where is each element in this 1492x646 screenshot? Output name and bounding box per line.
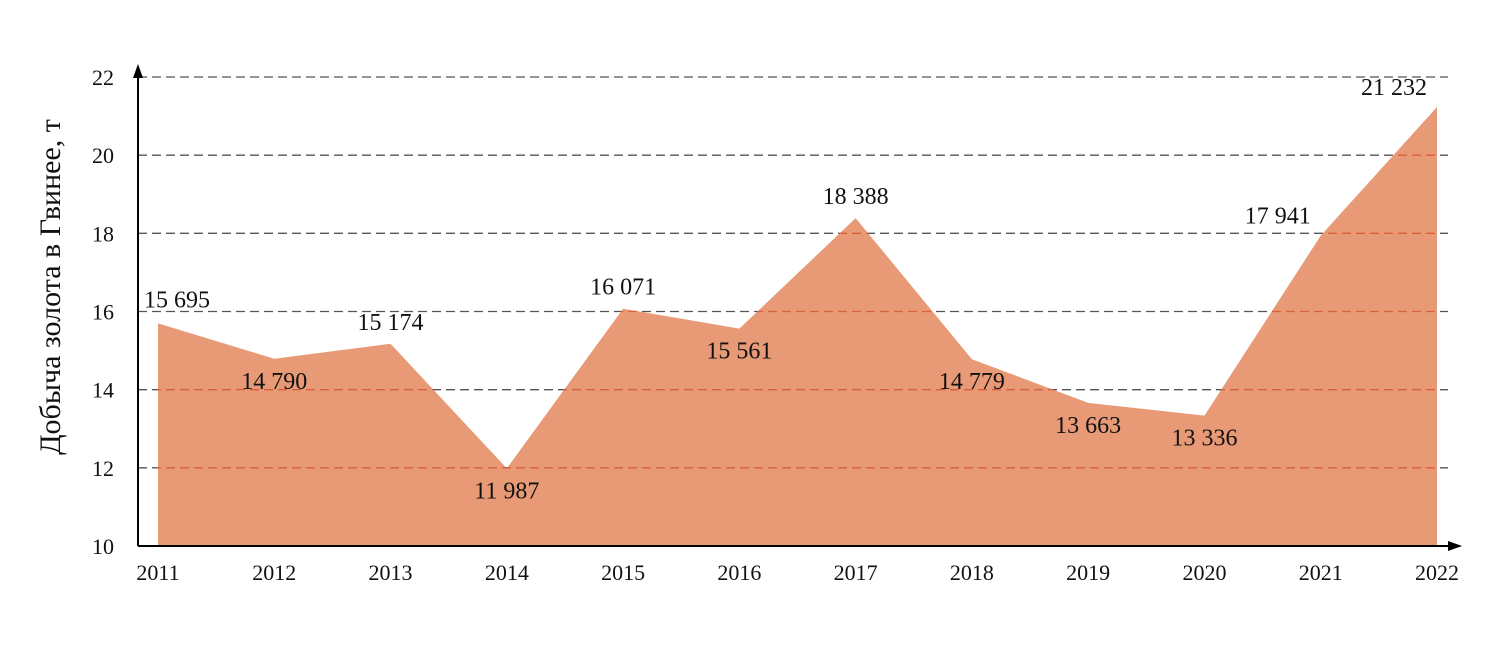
y-tick-label: 14 [92,378,114,403]
x-axis-arrow [1448,541,1462,551]
x-tick-label: 2012 [252,560,296,585]
x-tick-label: 2020 [1182,560,1226,585]
y-tick-label: 20 [92,143,114,168]
x-tick-label: 2011 [136,560,179,585]
y-tick-label: 18 [92,221,114,246]
data-label: 21 232 [1361,75,1427,101]
data-label: 15 561 [706,339,772,365]
y-tick-label: 12 [92,456,114,481]
axes [133,64,1462,551]
data-label: 15 695 [144,287,210,313]
x-tick-label: 2019 [1066,560,1110,585]
x-tick-label: 2016 [717,560,761,585]
x-tick-label: 2014 [485,560,529,585]
x-tick-label: 2013 [369,560,413,585]
data-label: 17 941 [1245,204,1311,230]
y-tick-label: 22 [92,65,114,90]
x-tick-label: 2017 [834,560,878,585]
y-axis-title: Добыча золота в Гвинее, т [34,119,67,455]
y-tick-label: 16 [92,300,114,325]
data-label: 13 336 [1171,426,1237,452]
data-label: 14 779 [939,369,1005,395]
data-label: 18 388 [823,184,889,210]
x-tick-label: 2022 [1415,560,1459,585]
data-label: 16 071 [590,275,656,301]
data-label: 13 663 [1055,413,1121,439]
data-labels: 15 695 14 790 15 174 11 987 16 071 15 561 18 3… [144,75,1427,504]
x-tick-label: 2015 [601,560,645,585]
data-label: 14 790 [241,369,307,395]
x-tick-label: 2018 [950,560,994,585]
data-label: 11 987 [474,478,539,504]
y-tick-label: 10 [92,534,114,559]
data-label: 15 174 [358,310,424,336]
y-axis-arrow [133,64,143,78]
area-series [158,107,1437,547]
x-tick-label: 2021 [1299,560,1343,585]
